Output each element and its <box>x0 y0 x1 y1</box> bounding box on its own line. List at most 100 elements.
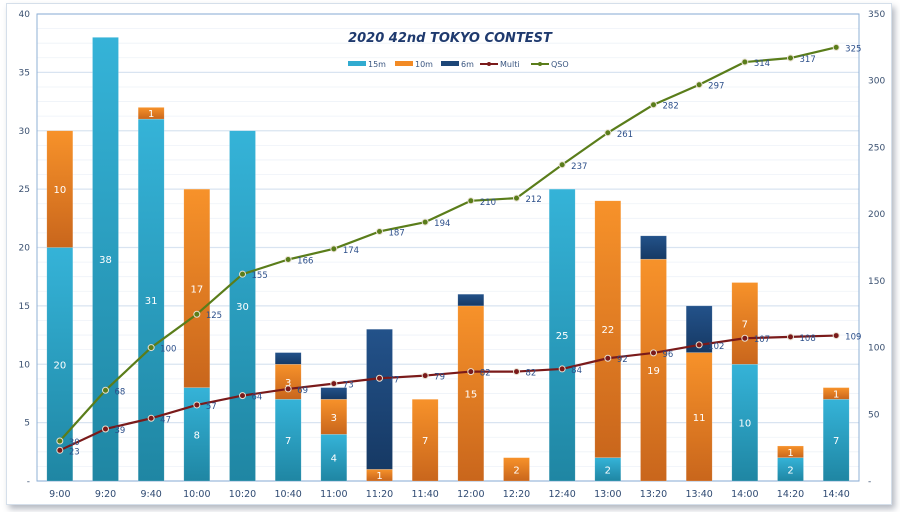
point-QSO <box>56 437 64 445</box>
left-axis-tick-label: 5 <box>24 419 30 429</box>
bar-data-label: 2 <box>787 465 793 476</box>
bar-10m <box>594 200 622 458</box>
bar-data-label: 10 <box>53 185 66 196</box>
bar-15m <box>92 37 119 482</box>
line-data-label: 194 <box>434 219 450 229</box>
bar-data-label: 30 <box>236 302 249 313</box>
bar-6m <box>457 293 485 307</box>
bar-data-label: 31 <box>145 296 158 307</box>
left-axis-tick-label: - <box>27 477 30 487</box>
chart-title: 2020 42nd TOKYO CONTEST <box>348 31 553 46</box>
line-data-label: 73 <box>343 381 354 391</box>
bar-data-label: 25 <box>556 331 569 342</box>
line-data-label: 210 <box>480 198 496 208</box>
point-Multi <box>421 372 429 380</box>
left-axis-tick-label: 20 <box>19 244 31 254</box>
bar-data-label: 7 <box>285 436 291 447</box>
bar-10m <box>822 387 850 400</box>
line-data-label: 96 <box>663 350 674 360</box>
bar-10m <box>685 352 713 482</box>
point-Multi <box>741 334 749 342</box>
bar-data-label: 7 <box>833 436 839 447</box>
legend: 15m 10m 6m Multi QSO <box>348 60 569 69</box>
point-QSO <box>239 270 246 278</box>
point-QSO <box>330 245 338 253</box>
x-axis-tick-label: 12:00 <box>457 489 484 500</box>
x-axis-tick-label: 12:40 <box>548 489 575 500</box>
line-data-label: 82 <box>526 369 537 379</box>
point-Multi <box>147 414 155 422</box>
x-axis-tick-label: 10:20 <box>229 489 256 500</box>
point-QSO <box>193 310 201 318</box>
x-axis-tick-label: 9:40 <box>140 489 161 500</box>
bar-10m <box>46 130 74 248</box>
line-data-label: 166 <box>297 257 313 267</box>
bar-data-label: 11 <box>693 413 706 424</box>
legend-marker-Multi <box>487 62 491 66</box>
plot-area-border <box>36 13 860 482</box>
line-data-label: 325 <box>845 44 861 54</box>
point-QSO <box>558 161 566 169</box>
line-data-label: 92 <box>617 355 628 365</box>
line-data-label: 297 <box>708 82 724 92</box>
point-Multi <box>239 392 246 400</box>
line-data-label: 57 <box>206 402 217 412</box>
right-axis-tick-label: 100 <box>868 344 885 354</box>
right-axis-tick-label: 50 <box>868 410 880 420</box>
x-axis-tick-label: 10:00 <box>183 489 210 500</box>
line-data-label: 212 <box>526 195 542 205</box>
legend-label: QSO <box>551 60 569 69</box>
bar-data-label: 38 <box>99 255 112 266</box>
line-data-label: 23 <box>69 447 80 457</box>
x-axis-tick-label: 10:40 <box>274 489 301 500</box>
legend-label: 10m <box>415 60 433 69</box>
left-axis-tick-label: 35 <box>19 68 30 78</box>
bar-data-label: 2 <box>513 465 519 476</box>
legend-label: Multi <box>500 60 520 69</box>
bar-6m <box>274 352 302 365</box>
bar-6m <box>320 387 348 400</box>
left-axis-tick-label: 40 <box>19 10 31 20</box>
bar-10m <box>411 399 439 482</box>
bar-15m <box>731 364 759 482</box>
x-axis-tick-label: 12:20 <box>503 489 530 500</box>
x-axis-tick-label: 11:20 <box>366 489 393 500</box>
right-axis-tick-label: 250 <box>868 143 885 153</box>
line-data-label: 314 <box>754 59 770 69</box>
right-axis-tick-label: 200 <box>868 210 885 220</box>
right-axis-tick-label: 150 <box>868 277 885 287</box>
legend-swatch-6m <box>441 61 459 66</box>
line-data-label: 109 <box>845 333 861 343</box>
point-Multi <box>650 349 657 357</box>
point-QSO <box>284 256 292 264</box>
bar-data-label: 19 <box>647 366 660 377</box>
bar-data-label: 15 <box>464 389 477 400</box>
point-Multi <box>56 446 64 454</box>
bar-10m <box>137 107 165 120</box>
x-axis-tick-label: 13:20 <box>640 489 667 500</box>
bar-10m <box>503 457 530 482</box>
right-axis-tick-label: 300 <box>868 77 885 87</box>
bar-data-label: 3 <box>285 378 291 389</box>
bar-data-label: 1 <box>833 389 839 400</box>
left-axis-tick-label: 15 <box>19 302 30 312</box>
point-Multi <box>376 374 383 382</box>
line-data-label: 107 <box>754 335 770 345</box>
point-QSO <box>787 54 794 62</box>
bar-10m <box>777 445 804 458</box>
point-Multi <box>193 401 201 409</box>
legend-swatch-10m <box>395 61 413 66</box>
bar-10m <box>183 188 211 388</box>
line-data-label: 174 <box>343 246 359 256</box>
line-data-label: 155 <box>252 271 268 281</box>
bar-15m <box>548 188 576 482</box>
bar-data-label: 10 <box>738 419 751 430</box>
line-data-label: 47 <box>160 415 171 425</box>
x-axis-tick-label: 9:20 <box>95 489 116 500</box>
line-data-label: 79 <box>434 373 445 383</box>
line-data-label: 261 <box>617 130 633 140</box>
point-Multi <box>604 354 612 362</box>
bar-10m <box>457 305 485 482</box>
